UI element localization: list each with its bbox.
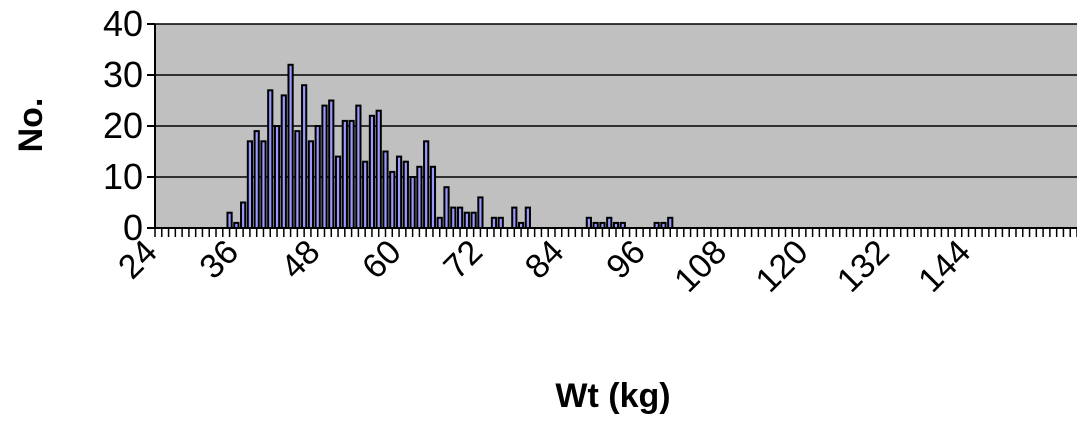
bar-42 [273,125,281,229]
x-tick-label-132: 132 [830,233,897,300]
bar-74 [490,216,498,230]
bar-58 [382,150,389,229]
y-tick-label-40: 40 [103,3,143,44]
x-tick-label-96: 96 [599,233,653,287]
bar-48 [314,125,321,229]
bar-57 [375,109,382,229]
bar-88 [585,216,592,230]
bar-38 [246,140,254,229]
bar-41 [267,89,274,229]
x-tick-label-72: 72 [436,233,490,287]
bar-65 [429,165,437,230]
bar-37 [240,201,247,229]
x-tick-label-84: 84 [518,233,572,287]
bar-47 [307,140,315,229]
bar-70 [463,211,470,229]
bar-66 [436,216,443,230]
axes [147,23,1077,237]
bar-79 [524,206,531,230]
bar-75 [497,216,504,230]
bar-62 [409,176,416,229]
y-tick-label-20: 20 [103,105,143,146]
bar-100 [667,216,674,230]
x-tick-label-144: 144 [911,233,978,300]
bar-44 [287,63,294,229]
bar-91 [606,216,613,230]
y-tick-label-30: 30 [103,54,143,95]
bar-56 [368,114,376,229]
bar-50 [328,99,335,229]
bar-35 [226,211,233,229]
bar-61 [402,160,409,229]
bar-51 [334,155,342,230]
x-tick-label-24: 24 [111,233,165,287]
y-axis-title: No. [12,98,50,153]
bar-72 [477,196,484,229]
y-tick-label-0: 0 [123,207,143,248]
bar-46 [301,84,308,229]
bar-52 [341,119,348,229]
x-tick-label-36: 36 [192,233,246,287]
bar-49 [321,104,328,229]
x-tick-label-120: 120 [748,233,815,300]
bar-63 [416,165,423,230]
bar-60 [395,155,403,230]
x-tick-label-60: 60 [355,233,409,287]
bar-67 [443,186,450,229]
bars [226,63,674,230]
bar-77 [511,206,518,230]
bar-39 [253,130,260,230]
bar-59 [389,170,396,229]
bar-68 [450,206,457,230]
x-tick-labels: 24 36 48 60 72 84 96 108 120 132 144 [111,233,978,300]
x-tick-label-108: 108 [667,233,734,300]
y-tick-labels: 0 10 20 30 40 [103,3,143,248]
bar-64 [423,140,430,229]
bar-71 [470,211,477,229]
bar-40 [260,140,267,229]
bar-43 [280,94,287,230]
bar-45 [294,130,301,230]
bar-53 [348,119,355,229]
x-tick-label-48: 48 [274,233,328,287]
bar-69 [456,206,464,230]
bar-55 [362,160,369,229]
bar-54 [355,104,362,229]
x-axis-title: Wt (kg) [555,377,670,415]
y-tick-label-10: 10 [103,156,143,197]
